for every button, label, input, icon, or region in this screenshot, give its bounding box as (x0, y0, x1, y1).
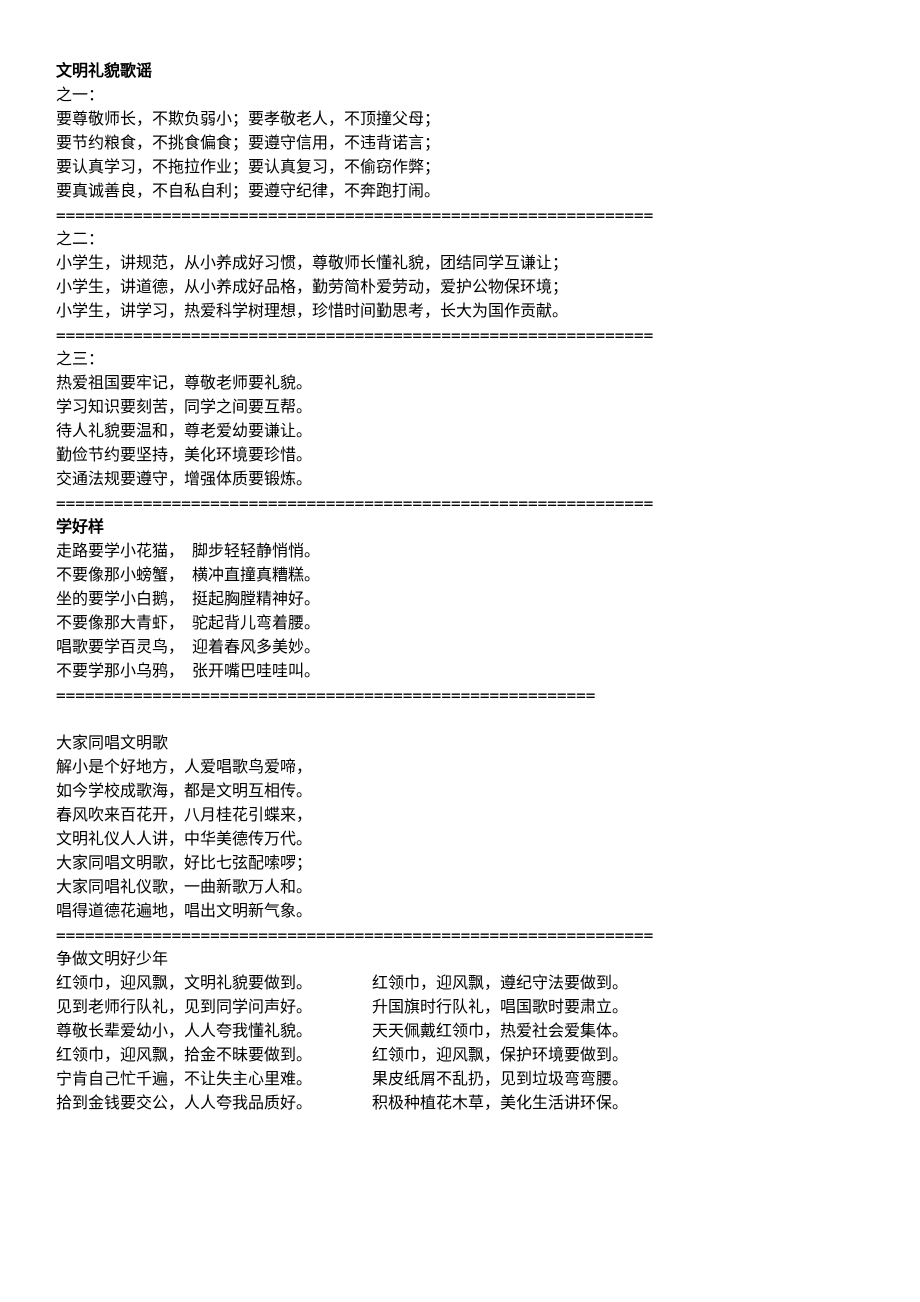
section-6-right-line: 天天佩戴红领巾，热爱社会爱集体。 (372, 1020, 628, 1044)
section-3-line: 待人礼貌要温和，尊老爱幼要谦让。 (56, 420, 864, 444)
section-5-heading: 大家同唱文明歌 (56, 732, 864, 756)
separator: ========================================… (56, 924, 864, 948)
section-3-line: 热爱祖国要牢记，尊敬老师要礼貌。 (56, 372, 864, 396)
section-1-line: 要尊敬师长，不欺负弱小；要孝敬老人，不顶撞父母； (56, 108, 864, 132)
section-1-line: 要真诚善良，不自私自利；要遵守纪律，不奔跑打闹。 (56, 180, 864, 204)
section-4-line: 走路要学小花猫， 脚步轻轻静悄悄。 (56, 540, 864, 564)
section-6-right-line: 积极种植花木草，美化生活讲环保。 (372, 1092, 628, 1116)
section-6-left-line: 红领巾，迎风飘，文明礼貌要做到。 (56, 972, 312, 996)
separator: ========================================… (56, 204, 864, 228)
section-4-heading: 学好样 (56, 516, 864, 540)
section-6-left-line: 尊敬长辈爱幼小，人人夸我懂礼貌。 (56, 1020, 312, 1044)
section-6-right-line: 红领巾，迎风飘，遵纪守法要做到。 (372, 972, 628, 996)
section-1-heading: 之一： (56, 84, 864, 108)
section-4-line: 坐的要学小白鹅， 挺起胸膛精神好。 (56, 588, 864, 612)
section-3-line: 学习知识要刻苦，同学之间要互帮。 (56, 396, 864, 420)
section-6-heading: 争做文明好少年 (56, 948, 864, 972)
section-6-right-column: 红领巾，迎风飘，遵纪守法要做到。 升国旗时行队礼，唱国歌时要肃立。 天天佩戴红领… (372, 972, 628, 1116)
section-6-columns: 红领巾，迎风飘，文明礼貌要做到。 见到老师行队礼，见到同学问声好。 尊敬长辈爱幼… (56, 972, 864, 1116)
section-6-left-line: 宁肯自己忙千遍，不让失主心里难。 (56, 1068, 312, 1092)
section-4-line: 不要像那大青虾， 驼起背儿弯着腰。 (56, 612, 864, 636)
section-2-line: 小学生，讲规范，从小养成好习惯，尊敬师长懂礼貌，团结同学互谦让； (56, 252, 864, 276)
section-5-line: 大家同唱文明歌，好比七弦配嗦啰； (56, 852, 864, 876)
section-6-right-line: 升国旗时行队礼，唱国歌时要肃立。 (372, 996, 628, 1020)
section-5-line: 大家同唱礼仪歌，一曲新歌万人和。 (56, 876, 864, 900)
section-2-heading: 之二： (56, 228, 864, 252)
separator: ========================================… (56, 324, 864, 348)
section-6-right-line: 红领巾，迎风飘，保护环境要做到。 (372, 1044, 628, 1068)
section-5-line: 如今学校成歌海，都是文明互相传。 (56, 780, 864, 804)
section-3-line: 勤俭节约要坚持，美化环境要珍惜。 (56, 444, 864, 468)
section-5-line: 文明礼仪人人讲，中华美德传万代。 (56, 828, 864, 852)
document-title: 文明礼貌歌谣 (56, 60, 864, 84)
section-5-line: 春风吹来百花开，八月桂花引蝶来， (56, 804, 864, 828)
separator: ========================================… (56, 684, 864, 708)
section-1-line: 要认真学习，不拖拉作业；要认真复习，不偷窃作弊； (56, 156, 864, 180)
section-1-line: 要节约粮食，不挑食偏食；要遵守信用，不违背诺言； (56, 132, 864, 156)
section-6-left-line: 拾到金钱要交公，人人夸我品质好。 (56, 1092, 312, 1116)
section-6-left-line: 见到老师行队礼，见到同学问声好。 (56, 996, 312, 1020)
section-5-line: 解小是个好地方，人爱唱歌鸟爱啼， (56, 756, 864, 780)
section-2-line: 小学生，讲道德，从小养成好品格，勤劳简朴爱劳动，爱护公物保环境； (56, 276, 864, 300)
section-4-line: 不要学那小乌鸦， 张开嘴巴哇哇叫。 (56, 660, 864, 684)
section-3-heading: 之三： (56, 348, 864, 372)
section-3-line: 交通法规要遵守，增强体质要锻炼。 (56, 468, 864, 492)
section-6-right-line: 果皮纸屑不乱扔，见到垃圾弯弯腰。 (372, 1068, 628, 1092)
section-2-line: 小学生，讲学习，热爱科学树理想，珍惜时间勤思考，长大为国作贡献。 (56, 300, 864, 324)
section-5-line: 唱得道德花遍地，唱出文明新气象。 (56, 900, 864, 924)
blank-line (56, 708, 864, 732)
section-4-line: 不要像那小螃蟹， 横冲直撞真糟糕。 (56, 564, 864, 588)
section-4-line: 唱歌要学百灵鸟， 迎着春风多美妙。 (56, 636, 864, 660)
section-6-left-column: 红领巾，迎风飘，文明礼貌要做到。 见到老师行队礼，见到同学问声好。 尊敬长辈爱幼… (56, 972, 312, 1116)
section-6-left-line: 红领巾，迎风飘，拾金不昧要做到。 (56, 1044, 312, 1068)
separator: ========================================… (56, 492, 864, 516)
